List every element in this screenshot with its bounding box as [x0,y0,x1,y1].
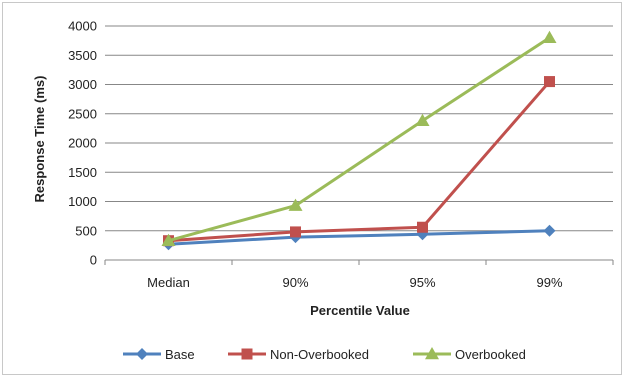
y-tick-label: 0 [90,253,97,268]
legend-marker [425,347,439,360]
data-point [290,226,301,238]
data-point [542,30,557,43]
legend-label: Base [165,347,195,362]
x-axis [104,259,614,265]
legend: Base Non-Overbooked Overbooked [123,347,526,362]
series-line [168,229,550,246]
x-tick-label: 99% [536,275,562,290]
y-tick-label: 1500 [68,165,97,180]
y-tick-label: 3000 [68,77,97,92]
legend-item: Non-Overbooked [228,347,369,362]
legend-label: Overbooked [455,347,526,362]
y-tick-label: 2000 [68,136,97,151]
gridlines [105,25,613,232]
data-point [543,224,556,237]
data-point [417,221,428,233]
series-overbooked [161,30,557,246]
x-tick-label: Median [147,275,190,290]
line-chart: 0 500 1000 1500 2000 2500 3000 3500 4000 Median 9… [32,19,614,362]
legend-marker [241,348,253,360]
y-tick-label: 1000 [68,194,97,209]
x-axis-title: Percentile Value [310,303,410,318]
y-tick-label: 2500 [68,106,97,121]
data-point [415,113,430,127]
y-axis-title: Response Time (ms) [32,76,47,203]
y-tick-label: 500 [75,223,97,238]
x-tick-labels: Median 90% 95% 99% [147,275,563,290]
x-tick-label: 95% [409,275,435,290]
legend-marker [136,348,148,360]
series-line [168,36,551,243]
data-point [161,233,176,246]
y-tick-label: 4000 [68,19,97,34]
y-tick-labels: 0 500 1000 1500 2000 2500 3000 3500 4000 [68,19,97,268]
series-line [168,80,551,243]
x-tick-label: 90% [282,275,308,290]
data-point [288,198,303,211]
legend-item: Base [123,347,195,362]
series-non-overbooked [163,76,555,247]
legend-item: Overbooked [413,347,526,362]
y-tick-label: 3500 [68,48,97,63]
legend-label: Non-Overbooked [270,347,369,362]
chart-frame: 0 500 1000 1500 2000 2500 3000 3500 4000 Median 9… [2,2,622,375]
series-layer [161,30,557,251]
data-point [544,76,555,88]
